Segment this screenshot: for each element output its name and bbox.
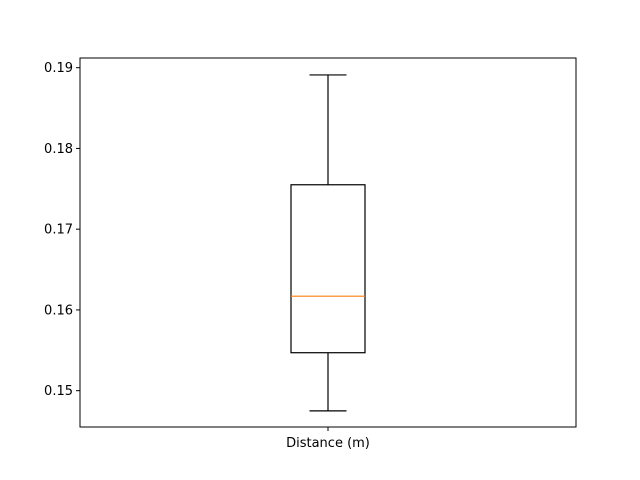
y-tick-label: 0.18: [44, 142, 73, 157]
x-axis: Distance (m): [286, 427, 370, 451]
box-plot: [290, 74, 366, 412]
y-tick-label: 0.19: [44, 61, 73, 76]
y-tick-label: 0.17: [44, 223, 73, 238]
y-tick-label: 0.15: [44, 384, 73, 399]
x-tick-label: Distance (m): [286, 436, 370, 451]
y-axis: 0.15 0.16 0.17 0.18 0.19: [44, 61, 80, 399]
box-iqr: [290, 184, 366, 354]
y-tick-label: 0.16: [44, 303, 73, 318]
